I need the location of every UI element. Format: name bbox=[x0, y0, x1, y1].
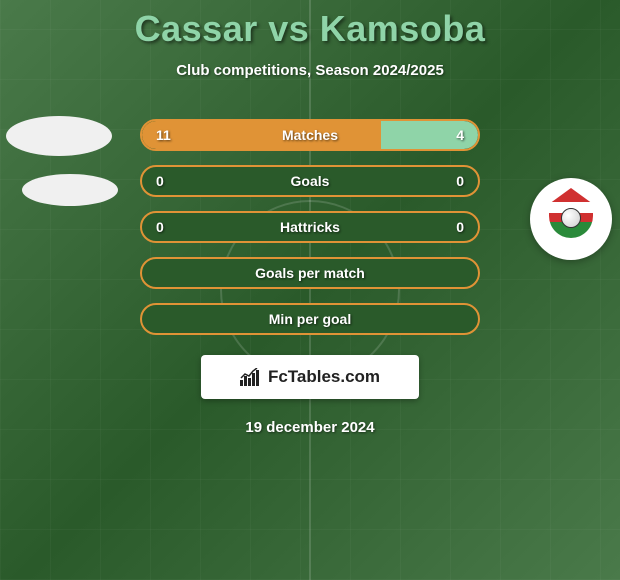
subtitle: Club competitions, Season 2024/2025 bbox=[0, 62, 620, 79]
content-wrapper: Cassar vs Kamsoba Club competitions, Sea… bbox=[0, 0, 620, 436]
stat-fill-left bbox=[142, 121, 381, 149]
stat-row: Goals per match bbox=[140, 257, 480, 289]
stat-left-value: 0 bbox=[156, 219, 164, 235]
stat-right-value: 0 bbox=[456, 219, 464, 235]
brand-text: FcTables.com bbox=[268, 367, 380, 387]
stat-row: 0 Hattricks 0 bbox=[140, 211, 480, 243]
stat-row: 11 Matches 4 bbox=[140, 119, 480, 151]
stat-row: Min per goal bbox=[140, 303, 480, 335]
stat-label: Hattricks bbox=[280, 219, 340, 235]
stats-container: 11 Matches 4 0 Goals 0 0 Hattricks 0 Goals per ma… bbox=[0, 119, 620, 335]
stat-left-value: 11 bbox=[156, 127, 171, 143]
stat-label: Goals per match bbox=[255, 265, 365, 281]
stat-label: Min per goal bbox=[269, 311, 351, 327]
page-title: Cassar vs Kamsoba bbox=[0, 8, 620, 50]
stat-label: Matches bbox=[282, 127, 338, 143]
stat-row: 0 Goals 0 bbox=[140, 165, 480, 197]
chart-icon bbox=[240, 368, 262, 386]
stat-left-value: 0 bbox=[156, 173, 164, 189]
stat-label: Goals bbox=[291, 173, 330, 189]
date-text: 19 december 2024 bbox=[0, 419, 620, 436]
brand-box[interactable]: FcTables.com bbox=[201, 355, 419, 399]
stat-right-value: 0 bbox=[456, 173, 464, 189]
stat-right-value: 4 bbox=[456, 127, 464, 143]
